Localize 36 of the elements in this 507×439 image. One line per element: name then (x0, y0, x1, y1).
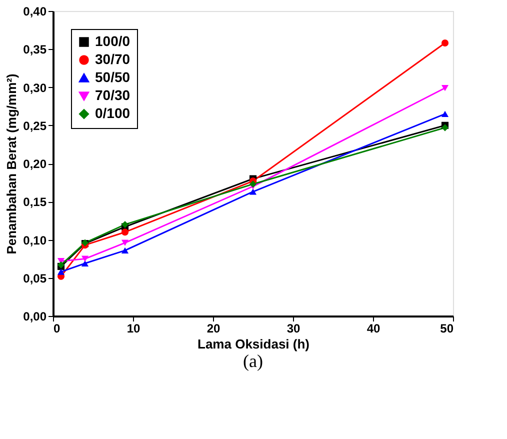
legend-label: 0/100 (95, 105, 130, 121)
y-tick-label: 0,40 (23, 4, 47, 18)
point (441, 84, 449, 92)
point (121, 228, 129, 236)
point (121, 220, 129, 228)
legend-label: 50/50 (95, 69, 130, 85)
x-axis-title: Lama Oksidasi (h) (198, 336, 310, 352)
point (121, 247, 129, 254)
legend-label: 100/0 (95, 33, 130, 49)
y-tick-label: 0,15 (23, 195, 47, 210)
x-tick-label: 50 (440, 322, 454, 336)
point (81, 256, 89, 262)
point (441, 39, 449, 47)
x-tick-label: 10 (126, 322, 140, 336)
y-tick-label: 0,00 (23, 310, 47, 324)
text: (a) (243, 351, 263, 371)
point (81, 260, 89, 266)
point (57, 268, 65, 275)
point (441, 124, 449, 132)
x-tick-label: 30 (286, 322, 300, 336)
point (249, 180, 257, 188)
y-tick-label: 0,10 (23, 233, 47, 248)
x-tick-label: 0 (54, 322, 60, 336)
y-tick-label: 0,25 (23, 118, 47, 133)
point (121, 240, 129, 246)
point (441, 110, 449, 117)
y-tick-label: 0,05 (23, 271, 47, 286)
y-tick-label: 0,30 (23, 80, 47, 95)
legend-label: 70/30 (95, 87, 130, 103)
x-tick-label: 40 (366, 322, 380, 336)
y-tick-label: 0,35 (23, 42, 47, 57)
x-tick-label: 20 (206, 322, 220, 336)
point (249, 188, 257, 195)
y-tick-label: 0,20 (23, 157, 47, 171)
y-axis-title: Penambahan Berat (mg/mm²) (4, 74, 20, 254)
legend-label: 30/70 (95, 51, 130, 67)
